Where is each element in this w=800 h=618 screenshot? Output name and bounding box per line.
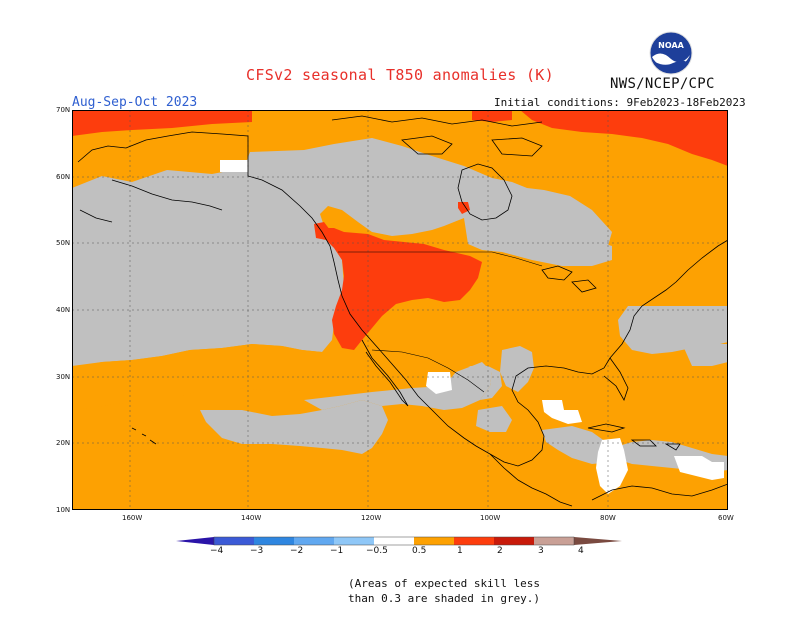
colorbar-segment [374,537,414,545]
lon-label-60w: 60W [718,514,734,522]
map-title: CFSv2 seasonal T850 anomalies (K) [246,66,554,84]
lat-label-30n: 30N [56,373,71,381]
coastlines [77,115,728,507]
lon-label-100w: 100W [480,514,501,522]
colorbar-segment [414,537,454,545]
lon-label-140w: 140W [241,514,262,522]
colorbar-tick-label: −4 [210,546,224,556]
colorbar-segment [294,537,334,545]
lat-label-10n: 10N [56,506,71,514]
skill-note-line2: than 0.3 are shaded in grey.) [348,592,541,605]
colorbar-segment [214,537,254,545]
lat-label-60n: 60N [56,173,71,181]
skill-note: (Areas of expected skill less than 0.3 a… [348,576,540,606]
near-zero-white-patches [220,160,724,494]
colorbar-tick-label: −1 [330,546,344,556]
low-skill-grey-regions [72,138,728,472]
lat-label-70n: 70N [56,106,71,114]
lat-lon-grid [72,110,728,510]
colorbar-tick-label: 1 [457,546,463,556]
colorbar-segment [334,537,374,545]
noaa-logo-text: NOAA [658,41,684,50]
lon-label-80w: 80W [600,514,616,522]
colorbar-tick-label: −2 [290,546,304,556]
colorbar-arrow-right [574,537,622,545]
anomaly-field-red [72,110,728,350]
forecast-season: Aug-Sep-Oct 2023 [72,95,198,110]
skill-note-line1: (Areas of expected skill less [348,577,541,590]
colorbar-segment [494,537,534,545]
agency-credit: NWS/NCEP/CPC [610,76,715,92]
temperature-anomaly-map [72,110,728,510]
colorbar-tick-label: 0.5 [412,546,427,556]
colorbar-tick-label: 3 [538,546,544,556]
colorbar-segment [454,537,494,545]
lat-label-50n: 50N [56,239,71,247]
colorbar-tick-label: 4 [578,546,584,556]
colorbar-segment [254,537,294,545]
lat-label-20n: 20N [56,439,71,447]
noaa-logo-icon: NOAA [649,31,693,75]
colorbar [176,536,622,546]
lon-label-120w: 120W [361,514,382,522]
lat-label-40n: 40N [56,306,71,314]
colorbar-segment [534,537,574,545]
map-frame [72,110,728,510]
colorbar-tick-label: −0.5 [366,546,388,556]
colorbar-arrow-left [176,537,214,545]
lon-label-160w: 160W [122,514,143,522]
initial-conditions: Initial conditions: 9Feb2023-18Feb2023 [494,96,746,109]
colorbar-tick-label: 2 [497,546,503,556]
colorbar-tick-label: −3 [250,546,264,556]
